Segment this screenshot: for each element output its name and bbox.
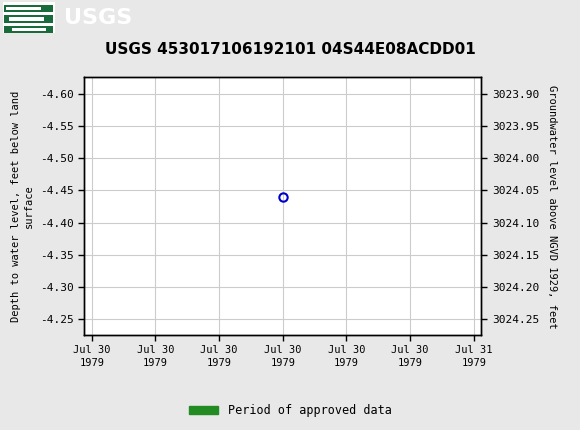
FancyArrow shape <box>12 28 46 31</box>
FancyArrow shape <box>9 18 44 21</box>
Bar <box>4 5 53 12</box>
Legend: Period of approved data: Period of approved data <box>184 399 396 422</box>
Bar <box>4 26 53 34</box>
FancyArrow shape <box>6 7 41 10</box>
Text: USGS: USGS <box>64 8 132 28</box>
Y-axis label: Groundwater level above NGVD 1929, feet: Groundwater level above NGVD 1929, feet <box>548 85 557 328</box>
Text: USGS 453017106192101 04S44E08ACDD01: USGS 453017106192101 04S44E08ACDD01 <box>104 42 476 57</box>
Y-axis label: Depth to water level, feet below land
surface: Depth to water level, feet below land su… <box>11 91 34 322</box>
Bar <box>3 2 55 34</box>
Bar <box>4 15 53 23</box>
